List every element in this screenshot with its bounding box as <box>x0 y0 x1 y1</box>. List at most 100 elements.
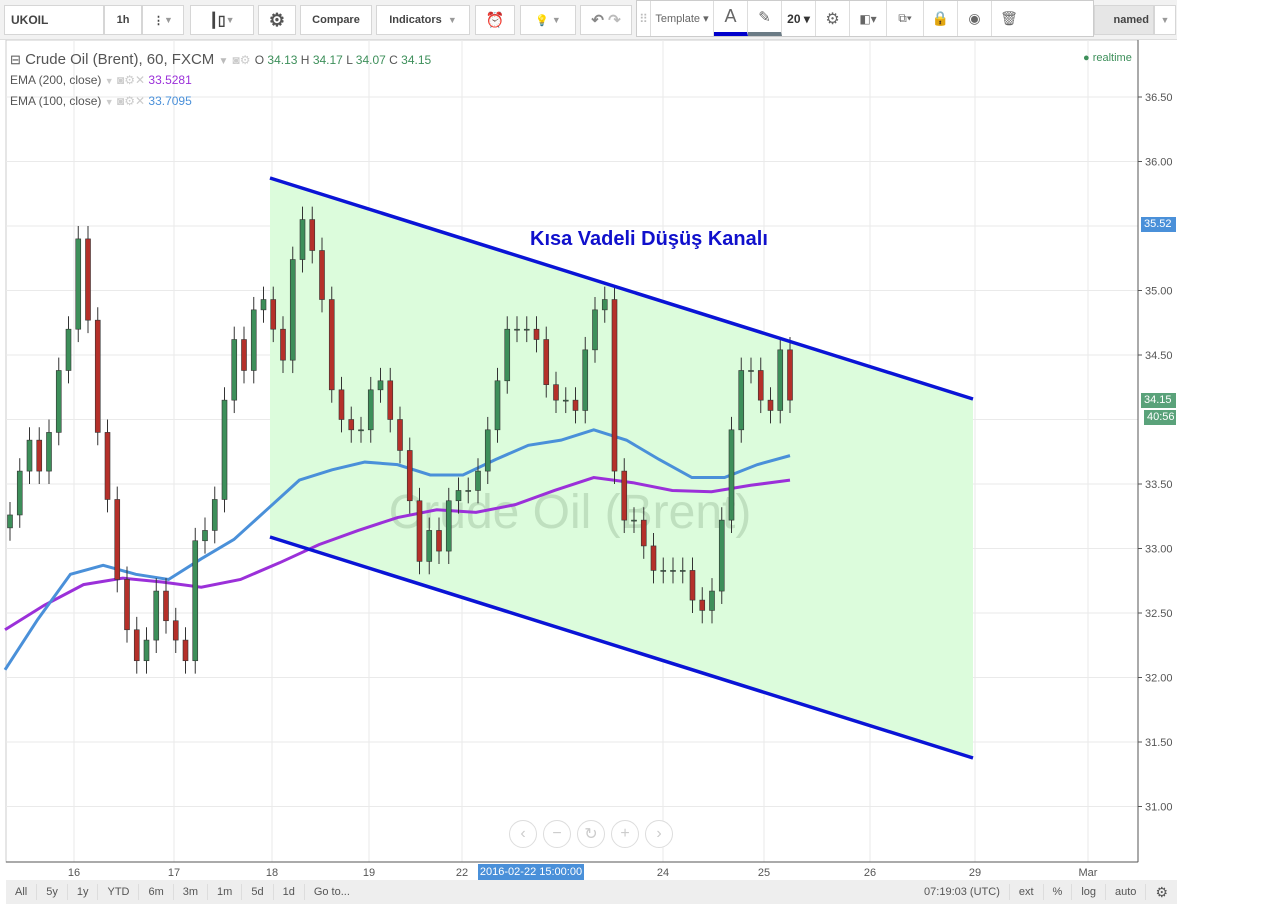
candle <box>670 570 676 572</box>
candle <box>484 429 491 472</box>
last-price-badge: 34.15 <box>1141 393 1176 408</box>
candle <box>358 429 364 432</box>
candle <box>270 299 277 330</box>
eye-icon[interactable]: ◙⚙ <box>232 53 251 67</box>
collapse-icon[interactable]: ⊟ <box>10 52 21 67</box>
undo-redo[interactable]: ↶ ↷ <box>580 5 632 35</box>
candle <box>163 590 169 622</box>
range-all[interactable]: All <box>6 884 38 900</box>
log-toggle[interactable]: log <box>1072 884 1107 900</box>
close-value: 34.15 <box>401 53 432 67</box>
range-5d[interactable]: 5d <box>242 884 274 900</box>
eye-icon[interactable]: ◙⚙✕ <box>116 94 146 108</box>
drawing-toolbar: ⠿ Template ▾ A ✎ 20 ▾ ⚙ ◧▾ ⧉▾ 🔒 ◉ 🗑 <box>636 0 1094 37</box>
hide-button[interactable]: ◉ <box>958 1 992 36</box>
ema200-legend[interactable]: EMA (200, close) ▼ ◙⚙✕ 33.5281 <box>10 73 192 87</box>
series-title[interactable]: Crude Oil (Brent), 60, FXCM <box>25 51 215 68</box>
candle <box>367 389 374 431</box>
text-color-button[interactable]: A <box>714 1 748 36</box>
zoom-out-button[interactable]: − <box>543 820 571 848</box>
drag-handle-icon[interactable]: ⠿ <box>637 1 651 36</box>
realtime-indicator: ● realtime <box>1083 52 1132 64</box>
high-label: H <box>300 53 310 67</box>
candle <box>348 419 355 431</box>
candle <box>172 620 179 641</box>
range-1d[interactable]: 1d <box>274 884 305 900</box>
hint-button[interactable]: 💡 ▼ <box>520 5 576 35</box>
eye-icon[interactable]: ◙⚙✕ <box>116 73 146 87</box>
price-label: 33.00 <box>1145 544 1173 556</box>
zoom-in-button[interactable]: + <box>611 820 639 848</box>
candle <box>182 639 189 662</box>
candle <box>124 579 130 631</box>
candle <box>767 399 774 411</box>
indicators-button[interactable]: Indicators ▼ <box>376 5 470 35</box>
price-label: 36.50 <box>1145 92 1173 104</box>
time-label: 18 <box>266 867 278 879</box>
reset-button[interactable]: ↻ <box>577 820 605 848</box>
font-size-select[interactable]: 20 ▾ <box>782 1 816 36</box>
interval-dropdown[interactable]: ⋮ ▼ <box>142 5 184 35</box>
chevron-right-icon: › <box>656 825 662 842</box>
candle <box>377 380 384 391</box>
compare-button[interactable]: Compare <box>300 5 372 35</box>
alert-button[interactable]: ⏰ <box>475 5 515 35</box>
scroll-left-button[interactable]: ‹ <box>509 820 537 848</box>
drawing-settings-button[interactable]: ⚙ <box>816 1 850 36</box>
ema200-value: 33.5281 <box>148 73 192 87</box>
range-5y[interactable]: 5y <box>37 884 68 900</box>
candle <box>475 470 481 491</box>
range-1y[interactable]: 1y <box>68 884 99 900</box>
candle <box>748 370 754 372</box>
range-6m[interactable]: 6m <box>139 884 174 900</box>
range-1m[interactable]: 1m <box>208 884 243 900</box>
goto-button[interactable]: Go to... <box>313 886 350 898</box>
candle <box>387 380 394 420</box>
candle <box>309 219 316 251</box>
ema100-legend[interactable]: EMA (100, close) ▼ ◙⚙✕ 33.7095 <box>10 94 192 108</box>
candle <box>16 470 23 516</box>
layout-name[interactable]: named <box>1094 5 1154 35</box>
time-label: 16 <box>68 867 80 879</box>
channel-upper-line <box>269 176 974 401</box>
chevron-down-icon[interactable]: ▼ <box>218 56 229 67</box>
symbol-input[interactable]: UKOIL <box>4 5 104 35</box>
candle <box>601 299 608 311</box>
chevron-left-icon: ‹ <box>520 825 526 842</box>
candle <box>75 238 82 330</box>
bring-front-button[interactable]: ◧▾ <box>850 1 887 36</box>
settings-button[interactable]: ⚙ <box>258 5 296 35</box>
candle <box>738 370 745 431</box>
delete-button[interactable]: 🗑 <box>992 1 1026 36</box>
line-color-button[interactable]: ✎ <box>748 1 782 36</box>
template-button[interactable]: Template ▾ <box>651 1 714 36</box>
candle <box>143 639 150 662</box>
ext-toggle[interactable]: ext <box>1010 884 1044 900</box>
gear-icon[interactable]: ⚙ <box>1155 884 1168 900</box>
candle <box>582 349 589 411</box>
ema100-value: 33.7095 <box>148 94 192 108</box>
candle <box>426 530 433 562</box>
redo-icon[interactable]: ↷ <box>608 12 621 29</box>
candle <box>241 339 247 371</box>
interval-button[interactable]: 1h <box>104 5 142 35</box>
percent-toggle[interactable]: % <box>1044 884 1073 900</box>
candle <box>7 514 13 529</box>
open-value: 34.13 <box>267 53 298 67</box>
range-3m[interactable]: 3m <box>174 884 209 900</box>
candle <box>660 570 667 572</box>
auto-toggle[interactable]: auto <box>1106 884 1147 900</box>
realtime-label: realtime <box>1092 52 1132 64</box>
candle <box>104 432 111 500</box>
copy-icon: ⧉▾ <box>898 11 912 25</box>
layout-dropdown[interactable]: ▼ <box>1154 5 1176 35</box>
time-label: 17 <box>168 867 180 879</box>
undo-icon[interactable]: ↶ <box>591 12 604 29</box>
visual-order-button[interactable]: ⧉▾ <box>887 1 924 36</box>
chart-style-button[interactable]: ┃▯ ▼ <box>190 5 254 35</box>
scroll-right-button[interactable]: › <box>645 820 673 848</box>
candle <box>611 299 618 472</box>
lock-button[interactable]: 🔒 <box>924 1 958 36</box>
range-ytd[interactable]: YTD <box>98 884 140 900</box>
